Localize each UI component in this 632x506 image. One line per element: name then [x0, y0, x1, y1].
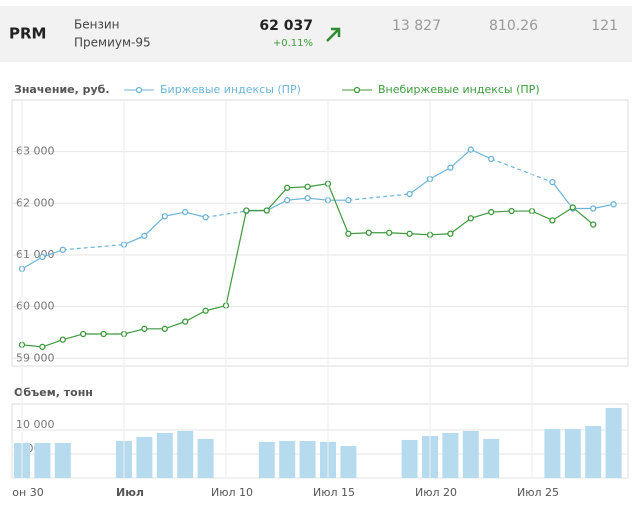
bar: [401, 439, 418, 478]
plot-frame: [11, 99, 629, 367]
legend-marker: [135, 86, 143, 94]
point: [304, 183, 311, 190]
legend-label: Внебиржевые индексы (ПР): [378, 83, 540, 96]
point: [508, 207, 515, 215]
point: [182, 318, 189, 325]
name-line2: Премиум-95: [74, 36, 151, 50]
y-tick-label: 62 000: [16, 196, 55, 209]
bar: [156, 432, 173, 478]
point: [406, 190, 413, 198]
bar: [564, 428, 581, 478]
bar: [34, 442, 51, 478]
bar: [177, 430, 194, 478]
bar: [462, 430, 479, 478]
ticker: PRM: [9, 25, 46, 43]
y-tick-label: 63 000: [16, 145, 55, 158]
point: [161, 213, 168, 220]
point: [590, 205, 597, 212]
x-tick-label: Июл: [116, 486, 144, 499]
point: [447, 230, 454, 237]
y-tick-label: 59 000: [16, 351, 55, 364]
point: [39, 253, 46, 261]
point: [467, 146, 474, 153]
series-line: [21, 148, 614, 270]
point: [549, 217, 556, 224]
header-bg: [0, 6, 632, 62]
bar: [585, 425, 602, 478]
legend-marker: [353, 86, 361, 94]
gap-connector: [490, 158, 553, 183]
gap-connector: [348, 193, 410, 201]
point: [202, 214, 209, 221]
bar: [299, 440, 316, 478]
point: [161, 325, 168, 332]
bar: [258, 441, 275, 478]
y-label: Значение, руб.: [14, 83, 110, 96]
stat: 810.26: [489, 18, 538, 34]
up-arrow: [326, 27, 341, 42]
point: [80, 330, 87, 338]
bar: [483, 438, 500, 478]
bar: [279, 440, 296, 478]
point: [365, 229, 372, 236]
bar: [544, 428, 561, 478]
bar: [605, 407, 622, 478]
point: [488, 155, 495, 163]
point: [610, 201, 617, 208]
price: 62 037: [259, 18, 313, 34]
point: [467, 215, 474, 222]
series-line: [21, 183, 594, 348]
point: [488, 208, 495, 216]
point: [406, 230, 413, 237]
point: [59, 246, 66, 253]
bar: [54, 442, 71, 478]
change: +0.11%: [273, 38, 313, 49]
point: [345, 197, 352, 204]
point: [263, 207, 270, 214]
point: [590, 221, 597, 228]
x-tick-label: Июл 20: [415, 486, 457, 499]
stat: 121: [591, 18, 618, 34]
bar: [197, 438, 214, 478]
bar: [442, 432, 459, 478]
point: [549, 178, 556, 186]
y-label: Объем, тонн: [14, 386, 93, 399]
point: [447, 164, 454, 171]
point: [243, 207, 250, 214]
y-tick-label: 60 000: [16, 300, 55, 313]
point: [345, 230, 352, 237]
point: [59, 336, 66, 343]
stat: 13 827: [392, 18, 441, 34]
name-line1: Бензин: [74, 18, 120, 32]
point: [39, 343, 46, 351]
point: [386, 229, 393, 236]
point: [182, 208, 189, 216]
point: [100, 330, 107, 338]
x-tick-label: Июл 25: [517, 486, 559, 499]
x-tick-label: Июл 10: [211, 486, 253, 499]
point: [569, 204, 576, 211]
point: [284, 197, 291, 204]
gap-connector: [62, 244, 125, 251]
bar: [340, 445, 357, 478]
point: [284, 184, 291, 191]
x-tick-label: он 30: [12, 486, 43, 499]
point: [202, 307, 209, 314]
point: [141, 325, 148, 332]
bar: [136, 436, 153, 478]
point: [304, 194, 311, 202]
y-tick-label: 10 000: [16, 418, 55, 431]
x-tick-label: Июл 15: [313, 486, 355, 499]
legend-label: Биржевые индексы (ПР): [160, 83, 301, 96]
point: [141, 232, 148, 239]
